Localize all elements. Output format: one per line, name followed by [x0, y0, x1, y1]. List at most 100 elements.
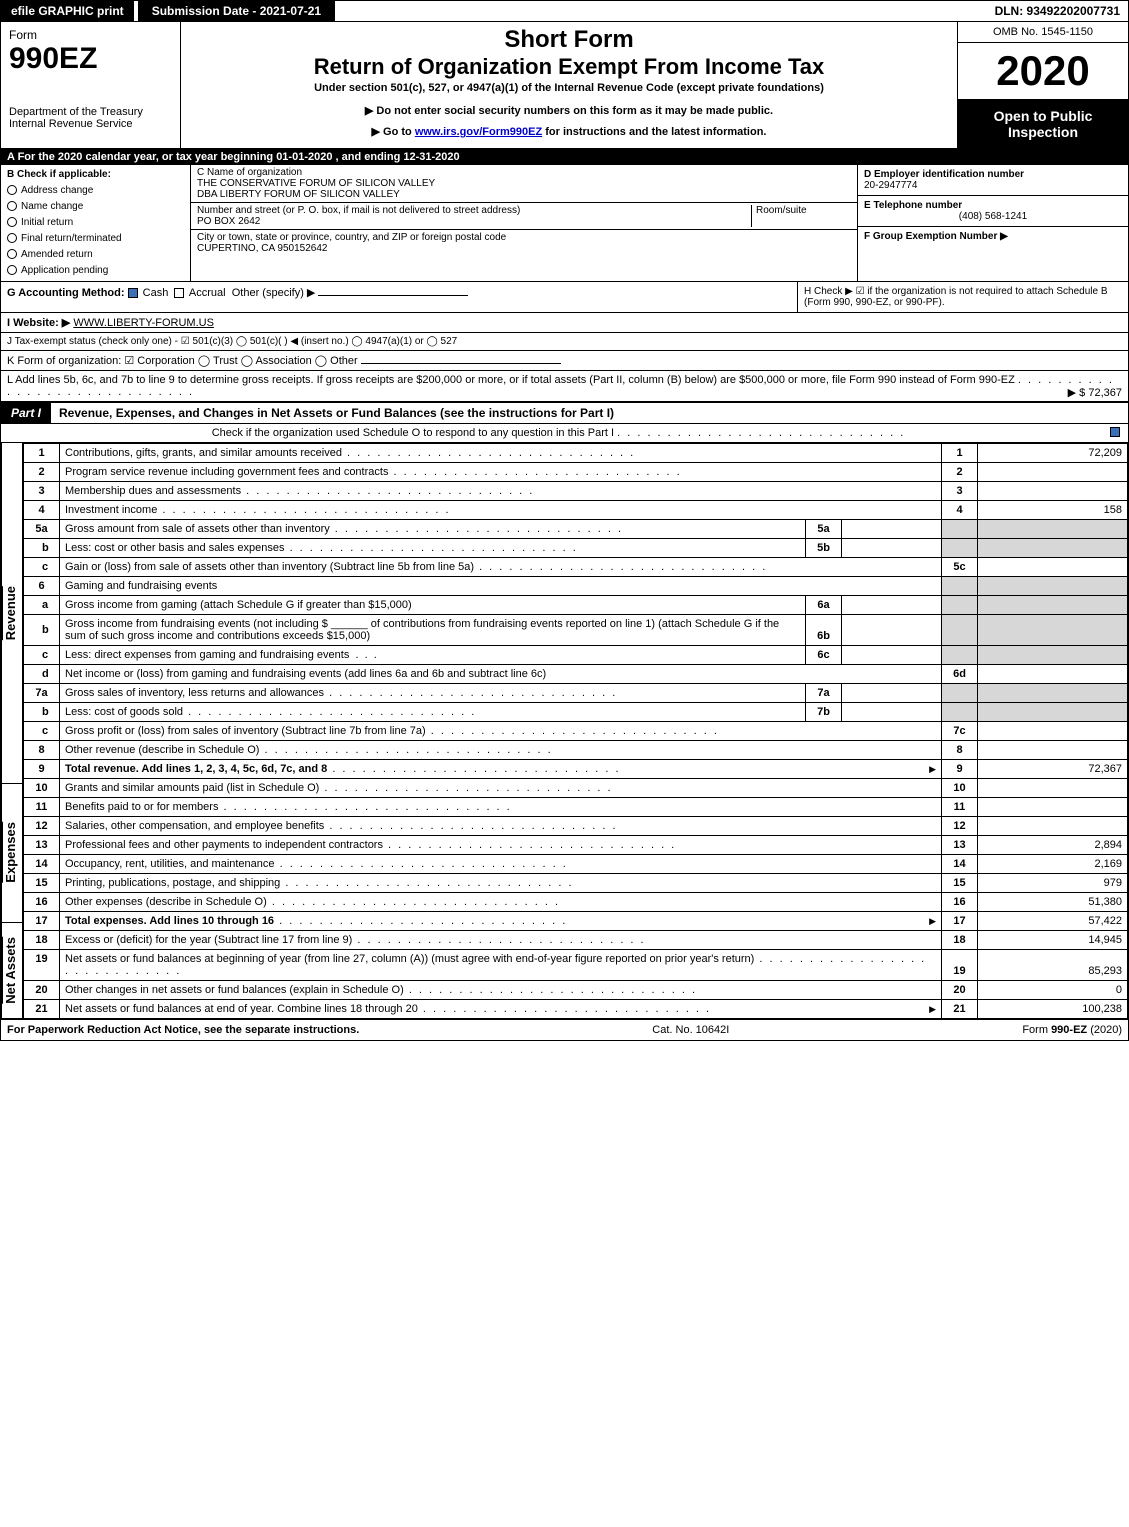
side-expenses: Expenses	[2, 822, 22, 883]
street-value: PO BOX 2642	[197, 216, 260, 227]
a-14: 2,169	[978, 855, 1128, 874]
mv-7a	[842, 684, 942, 703]
d-12: Salaries, other compensation, and employ…	[60, 817, 942, 836]
row-1: 1Contributions, gifts, grants, and simil…	[24, 444, 1128, 463]
checkbox-accrual[interactable]	[174, 288, 184, 298]
n-16: 16	[24, 893, 60, 912]
city-label: City or town, state or province, country…	[197, 232, 506, 243]
a-11	[978, 798, 1128, 817]
rs-6	[942, 577, 978, 596]
row-7a: 7aGross sales of inventory, less returns…	[24, 684, 1128, 703]
box-def: D Employer identification number 20-2947…	[858, 165, 1128, 281]
m-6c: 6c	[806, 646, 842, 665]
under-section: Under section 501(c), 527, or 4947(a)(1)…	[189, 82, 949, 94]
n-6c: c	[24, 646, 60, 665]
a-17: 57,422	[978, 912, 1128, 931]
irs-link[interactable]: www.irs.gov/Form990EZ	[415, 126, 542, 138]
ein-value: 20-2947774	[864, 180, 917, 191]
label-final-return: Final return/terminated	[21, 233, 122, 244]
row-6: 6Gaming and fundraising events	[24, 577, 1128, 596]
row-5b: bLess: cost or other basis and sales exp…	[24, 539, 1128, 558]
d-2: Program service revenue including govern…	[60, 463, 942, 482]
ssn-notice: ▶ Do not enter social security numbers o…	[189, 104, 949, 117]
d-7b: Less: cost of goods sold	[60, 703, 806, 722]
n-3: 3	[24, 482, 60, 501]
dln-label: DLN: 93492202007731	[987, 1, 1128, 21]
d-6b: Gross income from fundraising events (no…	[60, 615, 806, 646]
a-15: 979	[978, 874, 1128, 893]
r-15: 15	[942, 874, 978, 893]
r-1: 1	[942, 444, 978, 463]
row-6d: dNet income or (loss) from gaming and fu…	[24, 665, 1128, 684]
n-7c: c	[24, 722, 60, 741]
line-h: H Check ▶ ☑ if the organization is not r…	[798, 282, 1128, 312]
n-10: 10	[24, 779, 60, 798]
row-20: 20Other changes in net assets or fund ba…	[24, 981, 1128, 1000]
a-3	[978, 482, 1128, 501]
n-14: 14	[24, 855, 60, 874]
r-20: 20	[942, 981, 978, 1000]
r-16: 16	[942, 893, 978, 912]
r-17: 17	[942, 912, 978, 931]
d-20: Other changes in net assets or fund bala…	[60, 981, 942, 1000]
label-name-change: Name change	[21, 201, 83, 212]
k-other-input[interactable]	[361, 363, 561, 364]
mv-7b	[842, 703, 942, 722]
checkbox-cash[interactable]	[128, 288, 138, 298]
info-block: B Check if applicable: Address change Na…	[1, 165, 1128, 282]
d-21: Net assets or fund balances at end of ye…	[60, 1000, 942, 1019]
d-17: Total expenses. Add lines 10 through 16	[60, 912, 942, 931]
header-left: Form 990EZ Department of the Treasury In…	[1, 22, 181, 148]
checkbox-application-pending[interactable]	[7, 265, 17, 275]
checkbox-address-change[interactable]	[7, 185, 17, 195]
gh-row: G Accounting Method: Cash Accrual Other …	[1, 282, 1128, 313]
checkbox-amended-return[interactable]	[7, 249, 17, 259]
a-16: 51,380	[978, 893, 1128, 912]
row-12: 12Salaries, other compensation, and empl…	[24, 817, 1128, 836]
box-b: B Check if applicable: Address change Na…	[1, 165, 191, 281]
form-header: Form 990EZ Department of the Treasury In…	[1, 22, 1128, 149]
d-19: Net assets or fund balances at beginning…	[60, 950, 942, 981]
n-5c: c	[24, 558, 60, 577]
r-3: 3	[942, 482, 978, 501]
m-6a: 6a	[806, 596, 842, 615]
a-5c	[978, 558, 1128, 577]
row-6c: cLess: direct expenses from gaming and f…	[24, 646, 1128, 665]
checkbox-schedule-o[interactable]	[1110, 427, 1120, 437]
row-10: 10Grants and similar amounts paid (list …	[24, 779, 1128, 798]
r-11: 11	[942, 798, 978, 817]
a-8	[978, 741, 1128, 760]
a-9: 72,367	[978, 760, 1128, 779]
n-4: 4	[24, 501, 60, 520]
city-row: City or town, state or province, country…	[191, 230, 857, 256]
r-7c: 7c	[942, 722, 978, 741]
room-label: Room/suite	[756, 205, 807, 216]
org-name-1: THE CONSERVATIVE FORUM OF SILICON VALLEY	[197, 178, 435, 189]
part-1-title: Revenue, Expenses, and Changes in Net As…	[51, 403, 622, 423]
n-7b: b	[24, 703, 60, 722]
d-6a: Gross income from gaming (attach Schedul…	[60, 596, 806, 615]
line-l: L Add lines 5b, 6c, and 7b to line 9 to …	[1, 371, 1128, 402]
side-revenue: Revenue	[2, 586, 22, 640]
org-name-row: C Name of organization THE CONSERVATIVE …	[191, 165, 857, 203]
part-1-table: 1Contributions, gifts, grants, and simil…	[23, 443, 1128, 1019]
part-1-dots	[617, 427, 905, 439]
form-990ez-page: efile GRAPHIC print Submission Date - 20…	[0, 0, 1129, 1041]
n-9: 9	[24, 760, 60, 779]
return-title: Return of Organization Exempt From Incom…	[189, 54, 949, 80]
department-label: Department of the Treasury Internal Reve…	[9, 106, 172, 130]
street-row: Number and street (or P. O. box, if mail…	[191, 203, 857, 230]
n-1: 1	[24, 444, 60, 463]
d-7a: Gross sales of inventory, less returns a…	[60, 684, 806, 703]
checkbox-final-return[interactable]	[7, 233, 17, 243]
efile-print-button[interactable]: efile GRAPHIC print	[1, 1, 134, 21]
l-amount: ▶ $ 72,367	[1068, 386, 1122, 399]
d-9: Total revenue. Add lines 1, 2, 3, 4, 5c,…	[60, 760, 942, 779]
g-other-input[interactable]	[318, 295, 468, 296]
row-17: 17Total expenses. Add lines 10 through 1…	[24, 912, 1128, 931]
a-2	[978, 463, 1128, 482]
phone-label: E Telephone number	[864, 200, 962, 211]
checkbox-initial-return[interactable]	[7, 217, 17, 227]
checkbox-name-change[interactable]	[7, 201, 17, 211]
n-7a: 7a	[24, 684, 60, 703]
